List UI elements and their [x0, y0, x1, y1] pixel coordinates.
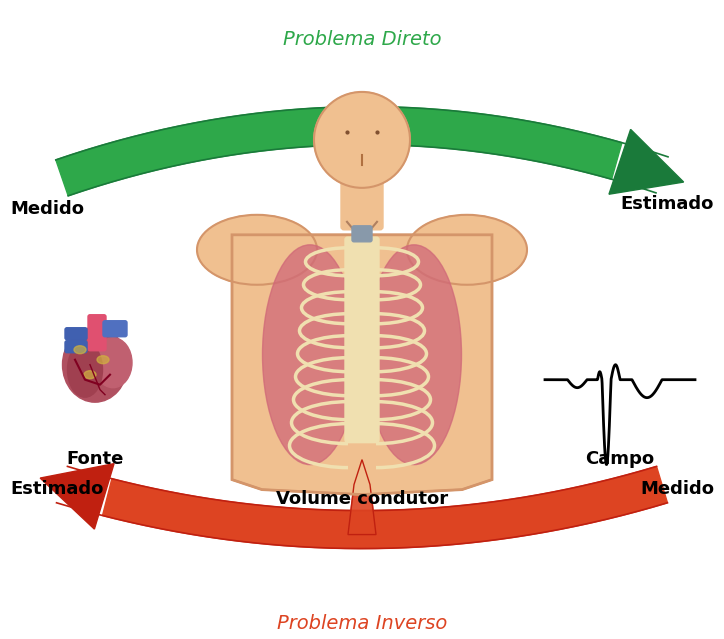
Text: Medido: Medido [10, 200, 84, 218]
Polygon shape [348, 130, 376, 230]
Ellipse shape [67, 343, 103, 397]
FancyBboxPatch shape [103, 321, 127, 337]
Ellipse shape [366, 245, 461, 465]
Text: Fonte: Fonte [67, 450, 124, 468]
Text: Estimado: Estimado [10, 480, 104, 498]
Ellipse shape [97, 356, 109, 364]
Text: Volume condutor: Volume condutor [276, 489, 448, 507]
Text: Problema Direto: Problema Direto [283, 30, 441, 49]
Polygon shape [348, 459, 376, 535]
FancyBboxPatch shape [341, 179, 383, 230]
Text: Estimado: Estimado [620, 195, 714, 213]
Ellipse shape [74, 346, 86, 354]
Ellipse shape [62, 327, 127, 402]
Text: Campo: Campo [586, 450, 654, 468]
Text: Problema Inverso: Problema Inverso [277, 615, 447, 633]
Ellipse shape [407, 215, 527, 285]
FancyBboxPatch shape [352, 226, 372, 242]
Polygon shape [609, 129, 683, 194]
Text: Medido: Medido [640, 480, 714, 498]
Ellipse shape [94, 338, 132, 388]
FancyBboxPatch shape [65, 341, 87, 353]
Polygon shape [56, 107, 622, 196]
Circle shape [314, 92, 410, 188]
Ellipse shape [197, 215, 317, 285]
Polygon shape [40, 464, 114, 529]
FancyBboxPatch shape [88, 315, 106, 351]
Ellipse shape [84, 371, 96, 379]
FancyBboxPatch shape [65, 328, 87, 340]
Ellipse shape [263, 245, 358, 465]
Polygon shape [232, 235, 492, 495]
Polygon shape [103, 466, 668, 548]
FancyBboxPatch shape [345, 237, 379, 443]
